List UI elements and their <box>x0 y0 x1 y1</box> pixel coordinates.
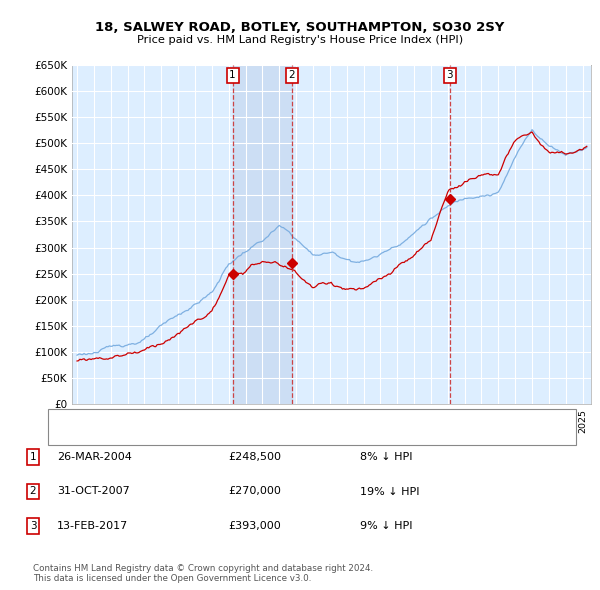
Text: 31-OCT-2007: 31-OCT-2007 <box>57 487 130 496</box>
Text: 2: 2 <box>289 70 295 80</box>
Text: 3: 3 <box>446 70 453 80</box>
Text: 9% ↓ HPI: 9% ↓ HPI <box>360 521 413 530</box>
Text: 19% ↓ HPI: 19% ↓ HPI <box>360 487 419 496</box>
Text: 3: 3 <box>29 521 37 530</box>
Text: 2: 2 <box>29 487 37 496</box>
Text: 26-MAR-2004: 26-MAR-2004 <box>57 453 132 462</box>
Text: Price paid vs. HM Land Registry's House Price Index (HPI): Price paid vs. HM Land Registry's House … <box>137 35 463 45</box>
Bar <box>233 65 292 404</box>
Text: 1: 1 <box>29 453 37 462</box>
Text: 1: 1 <box>229 70 236 80</box>
Text: 18, SALWEY ROAD, BOTLEY, SOUTHAMPTON, SO30 2SY: 18, SALWEY ROAD, BOTLEY, SOUTHAMPTON, SO… <box>95 21 505 34</box>
Text: 18, SALWEY ROAD, BOTLEY, SOUTHAMPTON, SO30 2SY (detached house): 18, SALWEY ROAD, BOTLEY, SOUTHAMPTON, SO… <box>93 414 451 424</box>
Text: £248,500: £248,500 <box>228 453 281 462</box>
Text: 13-FEB-2017: 13-FEB-2017 <box>57 521 128 530</box>
Text: HPI: Average price, detached house, Eastleigh: HPI: Average price, detached house, East… <box>93 431 319 441</box>
Text: 8% ↓ HPI: 8% ↓ HPI <box>360 453 413 462</box>
Text: £270,000: £270,000 <box>228 487 281 496</box>
Text: £393,000: £393,000 <box>228 521 281 530</box>
Text: Contains HM Land Registry data © Crown copyright and database right 2024.
This d: Contains HM Land Registry data © Crown c… <box>33 563 373 583</box>
